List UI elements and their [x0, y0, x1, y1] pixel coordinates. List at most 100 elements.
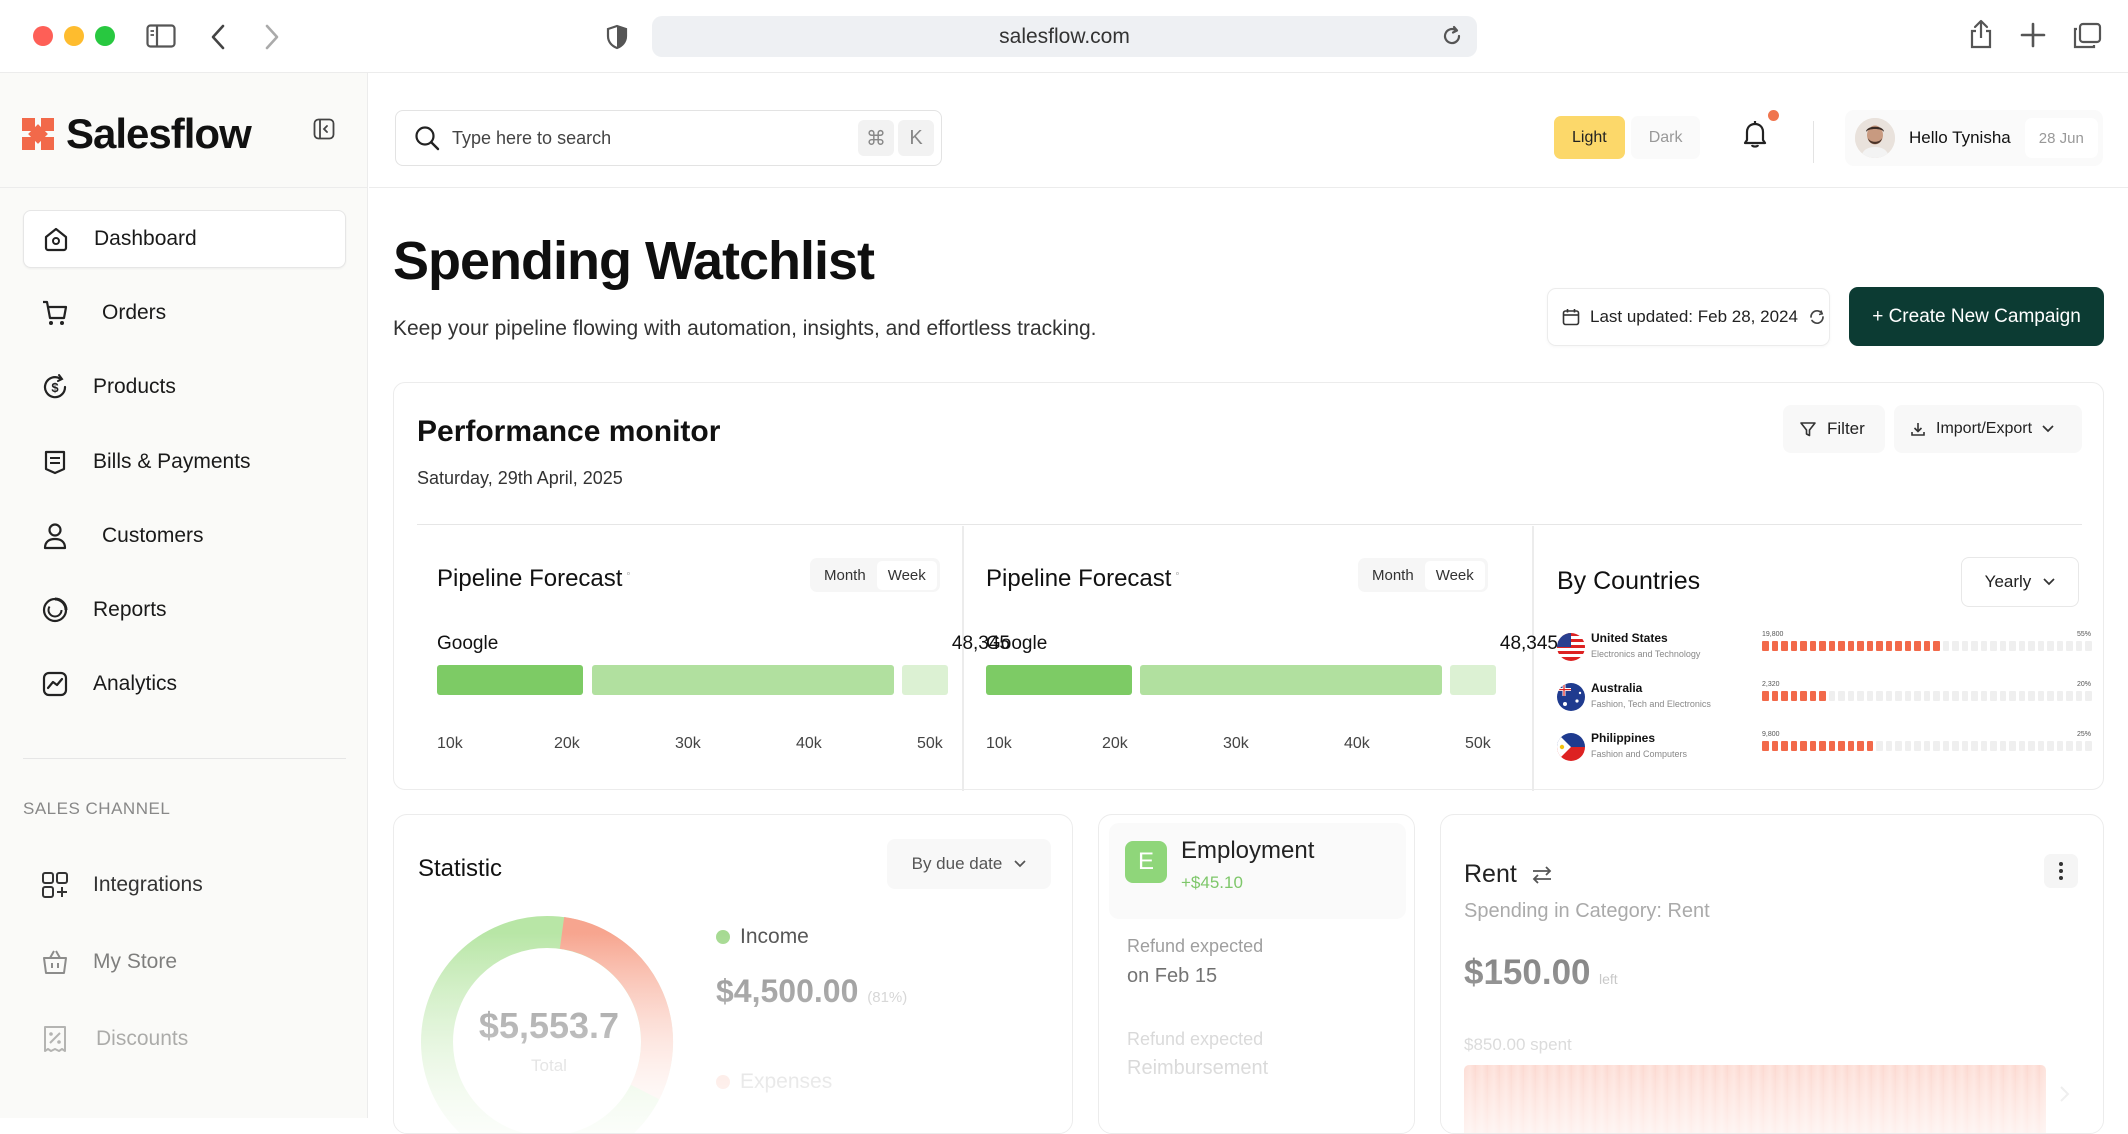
- pipeline-forecast-title: Pipeline Forecast ◦: [986, 565, 1180, 592]
- forecast-tick-label: 30k: [1223, 735, 1249, 752]
- forecast-tick-label: 50k: [1465, 735, 1491, 752]
- country-value: 2,320: [1762, 681, 1780, 688]
- meter-segment: [1999, 741, 2006, 751]
- meter-segment: [2047, 741, 2054, 751]
- refund-value-2: Reimbursement: [1127, 1057, 1269, 1079]
- collapse-sidebar-icon[interactable]: [313, 118, 335, 140]
- sidebar-item-dashboard[interactable]: Dashboard: [23, 210, 346, 268]
- meter-segment: [1933, 641, 1940, 651]
- browser-chrome: salesflow.com: [0, 0, 2128, 73]
- meter-segment: [2056, 741, 2063, 751]
- meter-segment: [1999, 641, 2006, 651]
- window-controls: [33, 26, 115, 46]
- tabs-overview-icon[interactable]: [2072, 22, 2102, 50]
- shield-icon[interactable]: [606, 24, 628, 50]
- meter-segment: [2009, 691, 2016, 701]
- meter-segment: [2037, 641, 2044, 651]
- meter-segment: [2028, 691, 2035, 701]
- notification-bell-icon[interactable]: [1741, 119, 1769, 149]
- create-new-campaign-button[interactable]: + Create New Campaign: [1849, 287, 2104, 346]
- country-percent: 25%: [2077, 731, 2092, 738]
- maximize-window-button[interactable]: [95, 26, 115, 46]
- meter-segment: [1885, 641, 1892, 651]
- meter-segment: [1876, 691, 1883, 701]
- forecast-bar-remaining: [1450, 665, 1496, 695]
- meter-segment: [1762, 641, 1769, 651]
- sidebar-item-customers[interactable]: Customers: [23, 507, 346, 565]
- sidebar-item-reports[interactable]: Reports: [23, 581, 346, 639]
- forecast-period-toggle: Month Week: [1358, 558, 1488, 592]
- reload-icon[interactable]: [1441, 25, 1463, 47]
- meter-segment: [1762, 691, 1769, 701]
- meter-segment: [2018, 741, 2025, 751]
- theme-light-button[interactable]: Light: [1554, 116, 1625, 159]
- user-menu[interactable]: Hello Tynisha 28 Jun: [1845, 110, 2103, 166]
- income-legend: Income: [716, 925, 809, 949]
- segment-week[interactable]: Week: [1424, 560, 1485, 590]
- filter-icon: [1800, 422, 1816, 437]
- income-percent: (81%): [867, 989, 908, 1006]
- avatar: [1855, 118, 1895, 158]
- last-updated-button[interactable]: Last updated: Feb 28, 2024: [1547, 288, 1830, 346]
- meter-segment: [1923, 641, 1930, 651]
- sidebar-toggle-icon[interactable]: [146, 24, 176, 48]
- meter-segment: [1857, 691, 1864, 701]
- meter-segment: [2028, 741, 2035, 751]
- sidebar-item-products[interactable]: $ Products: [23, 358, 346, 416]
- theme-dark-button[interactable]: Dark: [1630, 116, 1701, 159]
- sidebar-item-orders[interactable]: Orders: [23, 284, 346, 342]
- brand-logo[interactable]: Salesflow: [22, 110, 252, 158]
- rent-card: Rent Spending in Category: Rent $150.00 …: [1440, 814, 2104, 1134]
- pane-separator: [1532, 526, 1534, 791]
- forecast-row-label: Google: [986, 633, 1048, 654]
- sort-by-due-date-select[interactable]: By due date: [887, 839, 1051, 889]
- meter-segment: [2037, 691, 2044, 701]
- top-bar: Type here to search ⌘ K Light Dark Hello…: [369, 73, 2128, 188]
- address-bar[interactable]: salesflow.com: [652, 16, 1477, 57]
- forecast-bar-primary: [986, 665, 1132, 695]
- import-export-button[interactable]: Import/Export: [1894, 405, 2082, 453]
- meter-segment: [1923, 741, 1930, 751]
- performance-date: Saturday, 29th April, 2025: [417, 468, 623, 488]
- meter-segment: [1781, 641, 1788, 651]
- integrations-icon: [41, 871, 69, 899]
- sidebar-item-bills-payments[interactable]: Bills & Payments: [23, 433, 346, 491]
- sidebar-item-label: My Store: [93, 950, 178, 973]
- segment-month[interactable]: Month: [824, 566, 866, 584]
- sort-label: By due date: [911, 854, 1003, 873]
- by-countries-title: By Countries: [1557, 567, 1701, 595]
- meter-segment: [1838, 741, 1845, 751]
- statistic-title: Statistic: [418, 855, 503, 882]
- share-icon[interactable]: [1968, 18, 1994, 50]
- filter-button[interactable]: Filter: [1783, 405, 1885, 453]
- back-icon[interactable]: [210, 24, 226, 50]
- sidebar-item-my-store[interactable]: My Store: [23, 933, 346, 991]
- new-tab-icon[interactable]: [2020, 22, 2046, 48]
- sidebar-item-discounts[interactable]: Discounts: [23, 1010, 346, 1068]
- more-options-button[interactable]: [2044, 854, 2078, 888]
- meter-segment: [1942, 641, 1949, 651]
- country-name: United States: [1591, 631, 1668, 645]
- forecast-row-value: 48,345: [1499, 633, 1558, 654]
- meter-segment: [1952, 641, 1959, 651]
- chevron-right-icon[interactable]: [2059, 1085, 2071, 1103]
- sidebar-item-integrations[interactable]: Integrations: [23, 856, 346, 914]
- statistic-card: Statistic By due date $5,553.7 Total Inc…: [393, 814, 1073, 1134]
- meter-segment: [2018, 691, 2025, 701]
- minimize-window-button[interactable]: [64, 26, 84, 46]
- meter-segment: [1961, 641, 1968, 651]
- close-window-button[interactable]: [33, 26, 53, 46]
- employment-amount: +$45.10: [1181, 873, 1243, 892]
- countries-period-select[interactable]: Yearly: [1961, 557, 2079, 607]
- swap-icon[interactable]: [1531, 865, 1553, 885]
- sidebar-item-analytics[interactable]: Analytics: [23, 655, 346, 713]
- meter-segment: [2037, 741, 2044, 751]
- search-input[interactable]: Type here to search ⌘ K: [395, 110, 942, 166]
- meter-segment: [1999, 691, 2006, 701]
- forward-icon[interactable]: [264, 24, 280, 50]
- rent-amount-row: $150.00 left: [1464, 953, 1618, 993]
- segment-month[interactable]: Month: [1372, 566, 1414, 584]
- segment-week[interactable]: Week: [876, 560, 937, 590]
- sidebar-divider: [0, 187, 368, 188]
- performance-title: Performance monitor: [417, 415, 721, 448]
